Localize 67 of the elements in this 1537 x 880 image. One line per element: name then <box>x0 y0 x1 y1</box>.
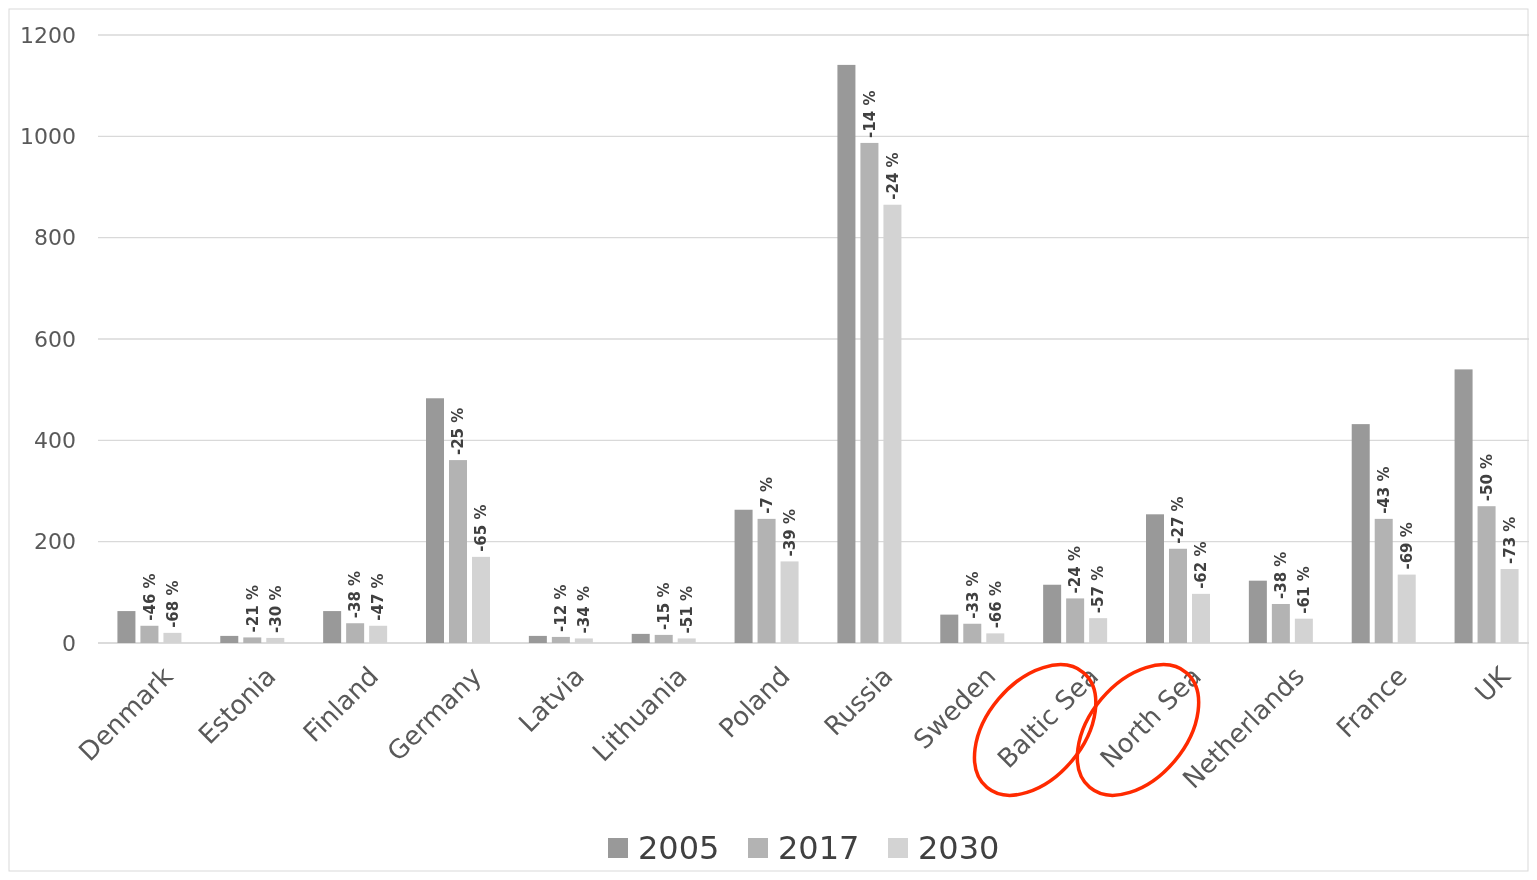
bar <box>346 623 365 643</box>
annotation: -30 % <box>266 585 285 633</box>
annotation: -7 % <box>757 476 776 514</box>
bar <box>1271 603 1290 643</box>
legend-label: 2030 <box>918 829 1000 868</box>
bar <box>1146 514 1164 643</box>
y-tick-label: 600 <box>34 326 76 352</box>
annotation: -66 % <box>986 581 1005 629</box>
annotation: -39 % <box>780 509 799 557</box>
bar <box>528 635 547 643</box>
bar <box>243 637 262 643</box>
annotation: -34 % <box>575 586 594 634</box>
annotation: -24 % <box>883 152 902 200</box>
bar <box>449 460 467 643</box>
annotation: -68 % <box>163 580 182 628</box>
bar <box>426 398 444 643</box>
bar <box>654 634 673 643</box>
annotation: -25 % <box>449 407 468 456</box>
bar <box>1169 548 1187 643</box>
bar <box>963 623 982 643</box>
annotation: -51 % <box>677 586 696 634</box>
y-tick-label: 800 <box>34 225 76 251</box>
annotation: -14 % <box>860 90 879 138</box>
bar <box>860 142 879 643</box>
annotation: -27 % <box>1169 496 1188 544</box>
bar <box>1477 506 1496 643</box>
bar <box>631 633 650 643</box>
bar <box>1043 584 1062 643</box>
annotation: -43 % <box>1374 466 1393 514</box>
bar <box>220 635 239 643</box>
y-tick-label: 1200 <box>20 22 76 48</box>
bar <box>140 625 159 643</box>
annotation: -62 % <box>1192 541 1211 589</box>
x-tick-label: UK <box>1468 660 1517 708</box>
bar <box>323 611 342 643</box>
bar <box>1454 369 1473 643</box>
annotation: -61 % <box>1295 566 1314 614</box>
legend-label: 2005 <box>638 829 720 868</box>
annotation: -38 % <box>1272 551 1291 599</box>
annotation: -12 % <box>552 584 571 632</box>
annotation: -50 % <box>1477 453 1496 502</box>
y-tick-label: 0 <box>62 630 76 656</box>
annotation: -73 % <box>1500 516 1519 565</box>
annotation: -33 % <box>963 571 982 619</box>
annotation: -15 % <box>654 582 673 630</box>
annotation: -69 % <box>1397 522 1416 570</box>
bar <box>117 611 136 643</box>
annotation: -21 % <box>243 585 262 633</box>
legend-label: 2017 <box>778 829 860 868</box>
annotation: -57 % <box>1089 565 1108 614</box>
annotation: -46 % <box>140 573 159 621</box>
annotation: -65 % <box>472 504 491 552</box>
bar <box>757 518 776 643</box>
bar <box>1374 518 1393 643</box>
bar <box>1248 580 1267 643</box>
y-tick-label: 400 <box>34 428 76 454</box>
bar <box>1351 424 1370 643</box>
y-tick-label: 1000 <box>20 124 76 150</box>
bar <box>551 636 570 643</box>
annotation: -47 % <box>369 573 388 621</box>
bar <box>734 509 753 643</box>
y-tick-label: 200 <box>34 529 76 555</box>
bar <box>1066 598 1085 643</box>
annotation: -24 % <box>1066 546 1085 594</box>
annotation: -38 % <box>346 570 365 619</box>
bar <box>940 614 959 643</box>
bar <box>837 64 856 643</box>
